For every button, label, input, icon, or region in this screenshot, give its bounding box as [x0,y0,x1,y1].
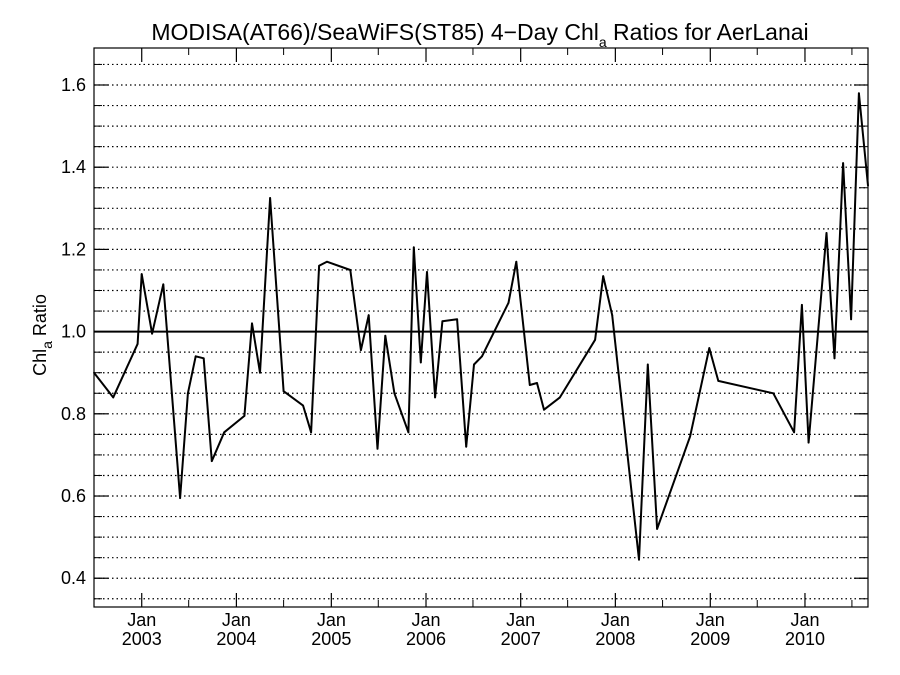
data-point [194,355,197,358]
x-minor-ticks [188,48,853,607]
data-point [269,197,272,199]
data-point [772,392,775,395]
x-tick-month-label: Jan [506,610,535,630]
data-point [151,332,154,335]
data-point [536,382,538,384]
data-point [717,380,720,382]
data-point [473,363,475,366]
x-axis-ticks: Jan2003Jan2004Jan2005Jan2006Jan2007Jan20… [122,48,825,649]
x-tick-year-label: 2009 [690,629,730,649]
data-point [326,260,328,263]
x-tick-month-label: Jan [127,610,156,630]
data-point [318,264,321,267]
y-tick-label: 1.2 [61,239,86,259]
x-tick-month-label: Jan [317,610,346,630]
data-point [367,314,370,317]
chart-title-main: MODISA(AT66)/SeaWiFS(ST85) 4−Day Chl [151,19,599,45]
data-point [136,343,139,345]
x-tick-month-label: Jan [411,610,440,630]
data-point [282,390,285,393]
data-point [186,392,189,395]
data-point [807,441,810,444]
data-point [360,349,362,352]
data-point [434,396,436,399]
data-point [842,162,844,164]
data-point [481,355,483,358]
x-tick-month-label: Jan [601,610,630,630]
data-point [407,431,410,434]
y-tick-label: 1.0 [61,322,86,342]
data-point [376,447,379,450]
series-line [93,92,869,561]
data-point [708,347,711,349]
x-tick-year-label: 2006 [406,629,446,649]
data-point [656,528,659,530]
data-point [251,322,253,325]
data-point [210,460,213,462]
data-point [393,392,396,395]
x-tick-month-label: Jan [696,610,725,630]
x-tick-year-label: 2003 [122,629,162,649]
data-point [349,269,352,271]
chart-title-tail: Ratios for AerLanai [607,19,809,45]
data-point [426,271,428,273]
data-point [384,334,387,337]
data-point [793,431,795,434]
y-axis-label-tail: Ratio [30,294,50,341]
y-tick-label: 0.8 [61,404,86,424]
data-point [112,396,115,399]
data-point [419,361,422,364]
data-point [507,301,510,304]
data-point [310,431,313,434]
data-point [162,283,165,286]
x-tick-year-label: 2007 [501,629,541,649]
data-point [833,357,836,360]
y-tick-label: 0.6 [61,486,86,506]
data-point [243,414,246,417]
x-tick-year-label: 2005 [311,629,351,649]
plot-frame [93,47,869,608]
data-point [825,232,828,234]
data-point [611,314,614,317]
y-axis-label-subscript: a [39,341,55,349]
data-point [456,318,459,321]
x-tick-month-label: Jan [222,610,251,630]
data-point [179,497,182,499]
data-point [515,260,518,263]
x-tick-year-label: 2008 [595,629,635,649]
data-point [689,435,691,438]
chart-title: MODISA(AT66)/SeaWiFS(ST85) 4−Day Chla Ra… [151,19,808,50]
data-point [594,338,597,341]
data-point [858,92,860,95]
data-point [602,275,605,278]
data-point [850,318,853,321]
data-point [558,396,561,399]
data-point [202,357,205,360]
series-group [93,92,869,561]
x-tick-year-label: 2010 [785,629,825,649]
y-axis-ticks: 0.4 0.6 0.8 1.0 1.2 1.4 1.6 [61,75,868,588]
y-tick-label: 1.6 [61,75,86,95]
y-axis-label: Chla Ratio [30,294,55,376]
data-point [302,404,304,407]
data-point [223,431,226,434]
data-point [140,273,143,275]
x-tick-year-label: 2004 [216,629,256,649]
data-point [543,408,545,411]
data-point [465,445,468,448]
data-point [528,384,531,386]
x-tick-month-label: Jan [790,610,819,630]
y-tick-label: 1.4 [61,157,86,177]
data-point [800,303,803,306]
chart-title-subscript: a [599,34,607,50]
data-point [638,558,640,561]
data-point [646,363,649,366]
data-point [259,371,261,374]
gridlines [94,63,868,600]
y-tick-label: 0.4 [61,568,86,588]
y-axis-label-main: Chl [30,349,50,376]
data-point [441,320,444,323]
data-point [412,246,415,249]
